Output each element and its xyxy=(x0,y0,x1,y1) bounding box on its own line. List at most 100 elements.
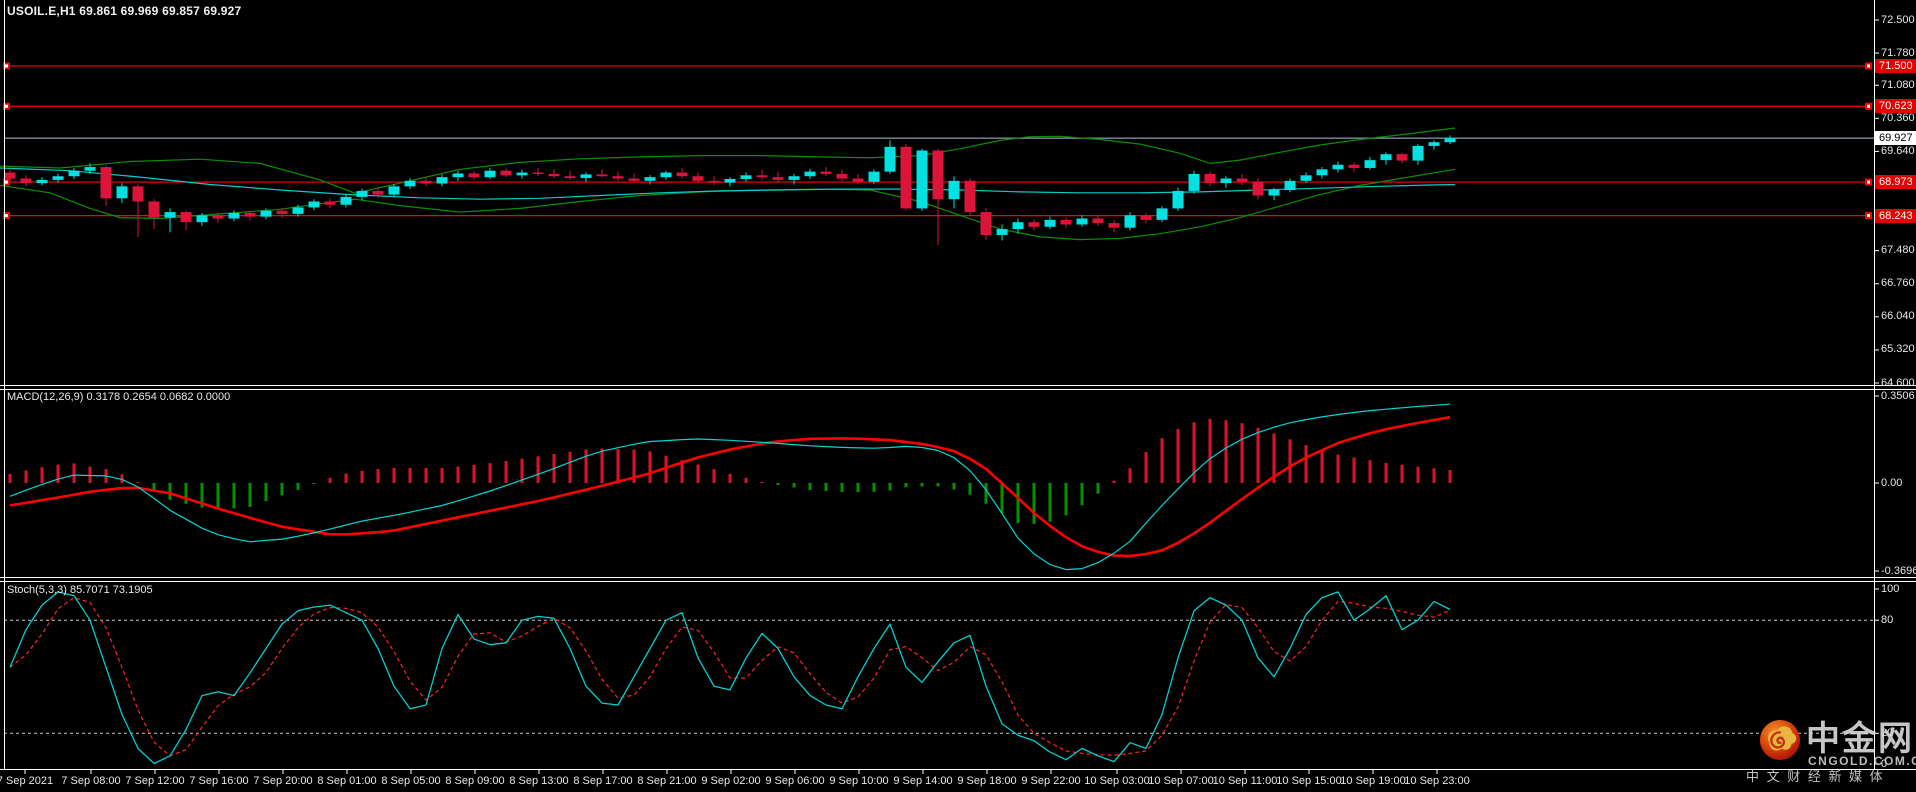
candle-body xyxy=(1412,145,1424,161)
candle-body xyxy=(1124,215,1136,228)
candle-body xyxy=(500,170,512,176)
macd-histogram-bar xyxy=(664,455,668,483)
stoch-scale-label: 100 xyxy=(1881,582,1900,595)
level-end-marker-core xyxy=(5,104,8,108)
macd-histogram-bar xyxy=(264,483,268,501)
time-axis-label: 7 Sep 08:00 xyxy=(61,775,121,787)
level-end-marker-core xyxy=(1867,214,1870,218)
candle-body xyxy=(708,180,720,183)
candle-body xyxy=(1348,164,1360,168)
macd-histogram-bar xyxy=(1384,462,1388,483)
candle-body xyxy=(468,173,480,178)
macd-histogram-bar xyxy=(616,449,620,483)
candle-body xyxy=(772,177,784,180)
candle-body xyxy=(148,201,160,218)
candle-body xyxy=(1012,222,1024,230)
candle-body xyxy=(36,179,48,184)
candle-body xyxy=(900,146,912,209)
macd-histogram-bar xyxy=(216,483,220,510)
macd-histogram-bar xyxy=(1256,427,1260,483)
macd-histogram-bar xyxy=(1048,483,1052,522)
macd-histogram-bar xyxy=(24,470,28,483)
macd-histogram-bar xyxy=(648,451,652,483)
time-axis-label: 9 Sep 02:00 xyxy=(701,775,761,787)
candle-body xyxy=(1076,218,1088,225)
macd-histogram-bar xyxy=(344,473,348,483)
macd-histogram-bar xyxy=(200,483,204,508)
price-scale-label: 65.320 xyxy=(1881,343,1915,356)
time-axis-label: 8 Sep 21:00 xyxy=(637,775,697,787)
macd-histogram-bar xyxy=(776,483,780,485)
candle-body xyxy=(1220,178,1232,184)
candle-body xyxy=(244,212,256,217)
chart-title: USOIL.E,H1 69.861 69.969 69.857 69.927 xyxy=(7,4,242,18)
macd-histogram-bar xyxy=(72,463,76,483)
candle-body xyxy=(292,207,304,214)
macd-histogram-bar xyxy=(920,483,924,487)
time-axis-label: 8 Sep 09:00 xyxy=(445,775,505,787)
candle-body xyxy=(324,201,336,205)
candle-body xyxy=(676,172,688,177)
candle-body xyxy=(580,174,592,179)
macd-histogram-bar xyxy=(1016,483,1020,524)
cngold-logo-tagline: 中 文 财 经 新 媒 体 xyxy=(1746,769,1885,784)
candle-body xyxy=(1028,222,1040,227)
candle-body xyxy=(116,186,128,199)
macd-histogram-bar xyxy=(872,483,876,492)
candle-body xyxy=(84,167,96,171)
candle-body xyxy=(228,212,240,219)
candle-body xyxy=(628,178,640,181)
candle-body xyxy=(548,173,560,177)
price-scale-label: 64.600 xyxy=(1881,376,1915,389)
stoch-d-line xyxy=(9,596,1451,757)
candle-body xyxy=(1284,180,1296,191)
macd-histogram-bar xyxy=(1368,460,1372,483)
candle-body xyxy=(612,176,624,179)
candle-body xyxy=(1060,219,1072,225)
time-axis-label: 8 Sep 01:00 xyxy=(317,775,377,787)
candle-body xyxy=(180,212,192,223)
macd-scale-label: 0.3506 xyxy=(1881,389,1915,402)
candle-body xyxy=(836,173,848,179)
macd-histogram-bar xyxy=(424,467,428,483)
macd-signal-line xyxy=(9,415,1451,558)
price-level-badge: 71.500 xyxy=(1875,58,1916,73)
candle-body xyxy=(308,201,320,208)
macd-histogram-bar xyxy=(8,473,12,483)
candle-body xyxy=(564,176,576,179)
macd-histogram-bar xyxy=(136,482,140,484)
candle-body xyxy=(820,171,832,174)
candle-body xyxy=(1156,208,1168,220)
macd-histogram-bar xyxy=(1400,464,1404,483)
candle-body xyxy=(788,176,800,180)
candle-body xyxy=(420,180,432,184)
candle-body xyxy=(692,176,704,181)
price-scale-label: 67.480 xyxy=(1881,244,1915,257)
macd-histogram-bar xyxy=(856,483,860,493)
macd-histogram-bar xyxy=(1032,483,1036,524)
candle-body xyxy=(1364,160,1376,168)
time-axis-label: 7 Sep 16:00 xyxy=(189,775,249,787)
candle-body xyxy=(1316,169,1328,176)
cngold-logo-brand: 中金网 xyxy=(1806,720,1914,758)
macd-histogram-bar xyxy=(824,483,828,491)
candle-body xyxy=(452,173,464,178)
macd-histogram-bar xyxy=(1160,438,1164,483)
level-end-marker-core xyxy=(1867,64,1870,68)
macd-scale-label: 0.00 xyxy=(1881,476,1903,489)
current-price-badge: 69.927 xyxy=(1875,131,1916,146)
macd-scale-label: -0.3696 xyxy=(1881,564,1916,577)
macd-histogram-bar xyxy=(1144,452,1148,483)
candle-body xyxy=(996,229,1008,236)
macd-histogram-bar xyxy=(568,451,572,483)
axis-ticks xyxy=(24,19,1879,774)
macd-histogram-bar xyxy=(840,483,844,492)
candle-body xyxy=(132,186,144,202)
time-axis-label: 9 Sep 14:00 xyxy=(893,775,953,787)
macd-histogram-bar xyxy=(152,483,156,491)
macd-histogram-bar xyxy=(728,473,732,483)
time-axis-label: 10 Sep 11:00 xyxy=(1212,775,1278,787)
macd-histogram-bar xyxy=(744,477,748,483)
level-end-marker-core xyxy=(5,180,8,184)
